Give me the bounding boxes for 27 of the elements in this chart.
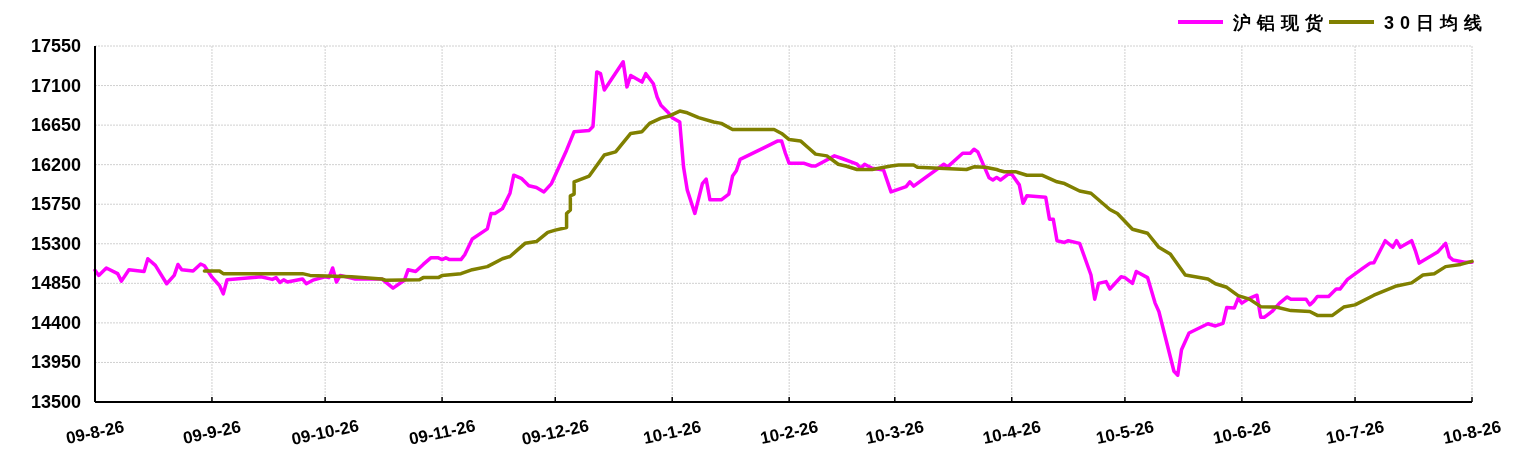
x-tick-label: 09-10-26 <box>289 416 361 449</box>
x-tick-label: 10-8-26 <box>1441 417 1503 448</box>
x-tick-label: 09-11-26 <box>407 416 477 449</box>
x-tick-label: 10-2-26 <box>758 417 820 448</box>
line-series <box>202 109 1474 318</box>
y-tick-label: 15750 <box>30 194 81 215</box>
y-tick-label: 13500 <box>30 392 81 412</box>
legend-label: 30日均线 <box>1384 13 1489 33</box>
y-tick-label: 14850 <box>30 273 81 294</box>
x-tick-label: 10-4-26 <box>981 417 1043 448</box>
x-tick-label: 09-12-26 <box>520 416 591 449</box>
x-tick-label: 09-8-26 <box>64 417 126 448</box>
y-tick-label: 16200 <box>30 154 81 175</box>
y-tick-label: 17550 <box>30 36 81 56</box>
y-tick-label: 14400 <box>30 312 81 333</box>
line-series <box>93 60 1474 377</box>
x-tick-label: 10-7-26 <box>1324 417 1386 448</box>
x-tick-label: 09-9-26 <box>181 417 243 448</box>
y-tick-label: 16650 <box>30 115 81 136</box>
y-tick-label: 15300 <box>30 233 81 254</box>
x-tick-label: 10-1-26 <box>641 417 703 448</box>
y-tick-label: 17100 <box>30 75 81 96</box>
x-tick-label: 10-3-26 <box>864 417 926 448</box>
legend-label: 沪铝现货 <box>1232 13 1329 33</box>
x-tick-label: 10-6-26 <box>1211 417 1273 448</box>
y-tick-label: 13950 <box>30 352 81 373</box>
x-tick-label: 10-5-26 <box>1094 417 1156 448</box>
